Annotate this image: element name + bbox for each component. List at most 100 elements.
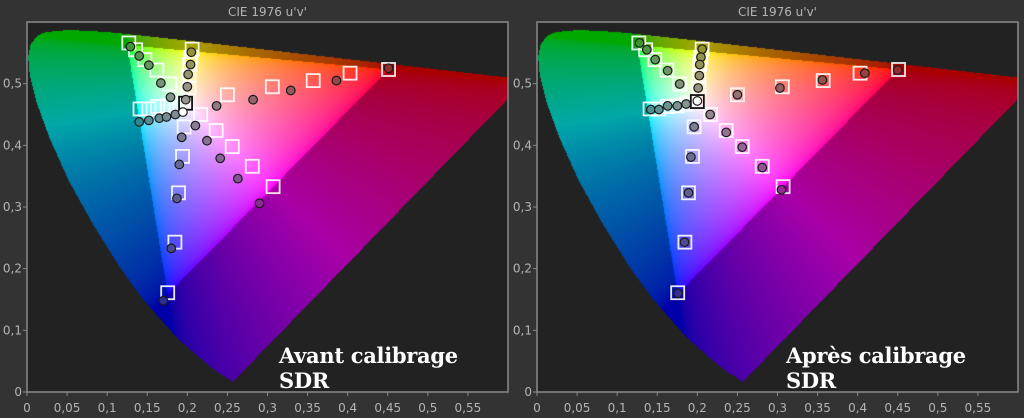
chromaticity-diagram	[27, 22, 508, 392]
y-tick-label: 0,5	[513, 77, 532, 91]
x-tick-label: 0,15	[644, 401, 671, 415]
target-square	[681, 185, 696, 201]
white-measured-point	[692, 96, 703, 106]
measured-point	[165, 92, 176, 103]
target-square	[703, 107, 719, 122]
x-tick-label: 0,05	[564, 401, 591, 415]
chart-title: CIE 1976 u'v'	[228, 5, 307, 19]
target-square	[193, 107, 209, 122]
target-square	[647, 52, 663, 68]
target-square	[730, 87, 745, 103]
x-tick-label: 0,2	[178, 401, 197, 415]
measured-point	[757, 162, 768, 173]
measured-point	[155, 78, 166, 88]
measured-point	[190, 120, 201, 131]
measured-point	[143, 115, 154, 126]
measured-point	[211, 100, 222, 111]
measured-point	[737, 142, 748, 153]
measured-point	[662, 65, 673, 76]
target-square	[132, 101, 148, 117]
target-square	[264, 79, 280, 95]
measured-point	[634, 38, 645, 48]
target-square	[381, 62, 396, 77]
y-tick-label: 0,5	[3, 77, 22, 91]
x-tick-label: 0,1	[608, 401, 627, 415]
measured-point	[125, 41, 136, 52]
measured-point	[248, 94, 258, 105]
measured-point	[158, 295, 169, 306]
chart-caption: Avant calibrage SDR	[279, 343, 458, 393]
target-square	[208, 123, 224, 138]
measured-point	[215, 153, 226, 164]
target-square	[815, 73, 831, 88]
x-tick-label: 0	[533, 401, 541, 415]
x-tick-label: 0,1	[98, 401, 117, 415]
measured-point	[776, 184, 787, 195]
measured-point	[383, 63, 394, 74]
measured-point	[134, 51, 145, 61]
x-tick-label: 0,4	[338, 401, 357, 415]
chart-title: CIE 1976 u'v'	[738, 5, 817, 19]
chart-panel-after: CIE 1976 u'v' 0 0,05 0,1 0,15 0,2 0,25 0,3 0,35…	[510, 0, 1022, 418]
target-square	[244, 158, 260, 174]
measured-point	[686, 152, 696, 162]
target-square	[734, 139, 750, 154]
target-square	[891, 62, 906, 77]
measured-point	[859, 68, 870, 79]
chromaticity-diagram	[537, 22, 1018, 392]
measured-point	[185, 59, 196, 70]
measured-point	[182, 81, 193, 92]
measured-point	[172, 193, 182, 204]
target-square	[176, 119, 192, 135]
x-tick-label: 0,35	[804, 401, 831, 415]
x-tick-label: 0,55	[965, 401, 992, 415]
target-square	[220, 87, 235, 103]
measured-point	[653, 104, 664, 115]
plot-frame	[26, 21, 509, 393]
x-tick-label: 0	[23, 401, 31, 415]
target-square	[685, 149, 700, 164]
plot-frame	[536, 21, 1019, 393]
x-tick-label: 0,2	[688, 401, 707, 415]
measured-point	[732, 89, 743, 100]
measured-point	[672, 100, 683, 111]
measured-point	[892, 65, 903, 75]
x-tick-label: 0,55	[455, 401, 482, 415]
x-tick-label: 0,3	[768, 401, 787, 415]
target-square	[149, 62, 165, 78]
measured-point	[679, 237, 690, 248]
x-tick-label: 0,25	[724, 401, 751, 415]
target-square	[150, 99, 166, 114]
target-square	[342, 65, 358, 81]
target-square	[224, 139, 240, 154]
measured-point	[134, 116, 145, 127]
measured-point	[705, 109, 716, 120]
measured-point	[674, 79, 685, 89]
target-square	[305, 73, 321, 88]
measured-point	[662, 100, 673, 111]
measured-point	[673, 288, 683, 299]
measured-point	[166, 243, 177, 254]
x-tick-label: 0,4	[848, 401, 867, 415]
measured-point	[176, 132, 187, 143]
x-tick-label: 0,05	[54, 401, 81, 415]
y-tick-label: 0,2	[513, 262, 532, 276]
measured-point	[694, 70, 705, 81]
measured-point	[641, 44, 652, 55]
target-square	[181, 80, 197, 96]
chart-caption: Après calibrage SDR	[786, 343, 966, 393]
target-square	[141, 101, 157, 117]
target-square	[677, 234, 693, 250]
measured-point	[254, 198, 265, 209]
target-square	[686, 119, 702, 135]
measured-point	[202, 135, 212, 146]
x-tick-label: 0,45	[884, 401, 911, 415]
measured-point	[817, 75, 828, 85]
measured-point	[645, 104, 656, 115]
y-tick-label: 0,3	[3, 200, 22, 214]
target-square	[670, 285, 686, 301]
y-tick-label: 0,1	[3, 323, 22, 337]
measured-point	[161, 112, 172, 122]
measured-point	[285, 85, 296, 96]
measured-point	[232, 173, 243, 184]
